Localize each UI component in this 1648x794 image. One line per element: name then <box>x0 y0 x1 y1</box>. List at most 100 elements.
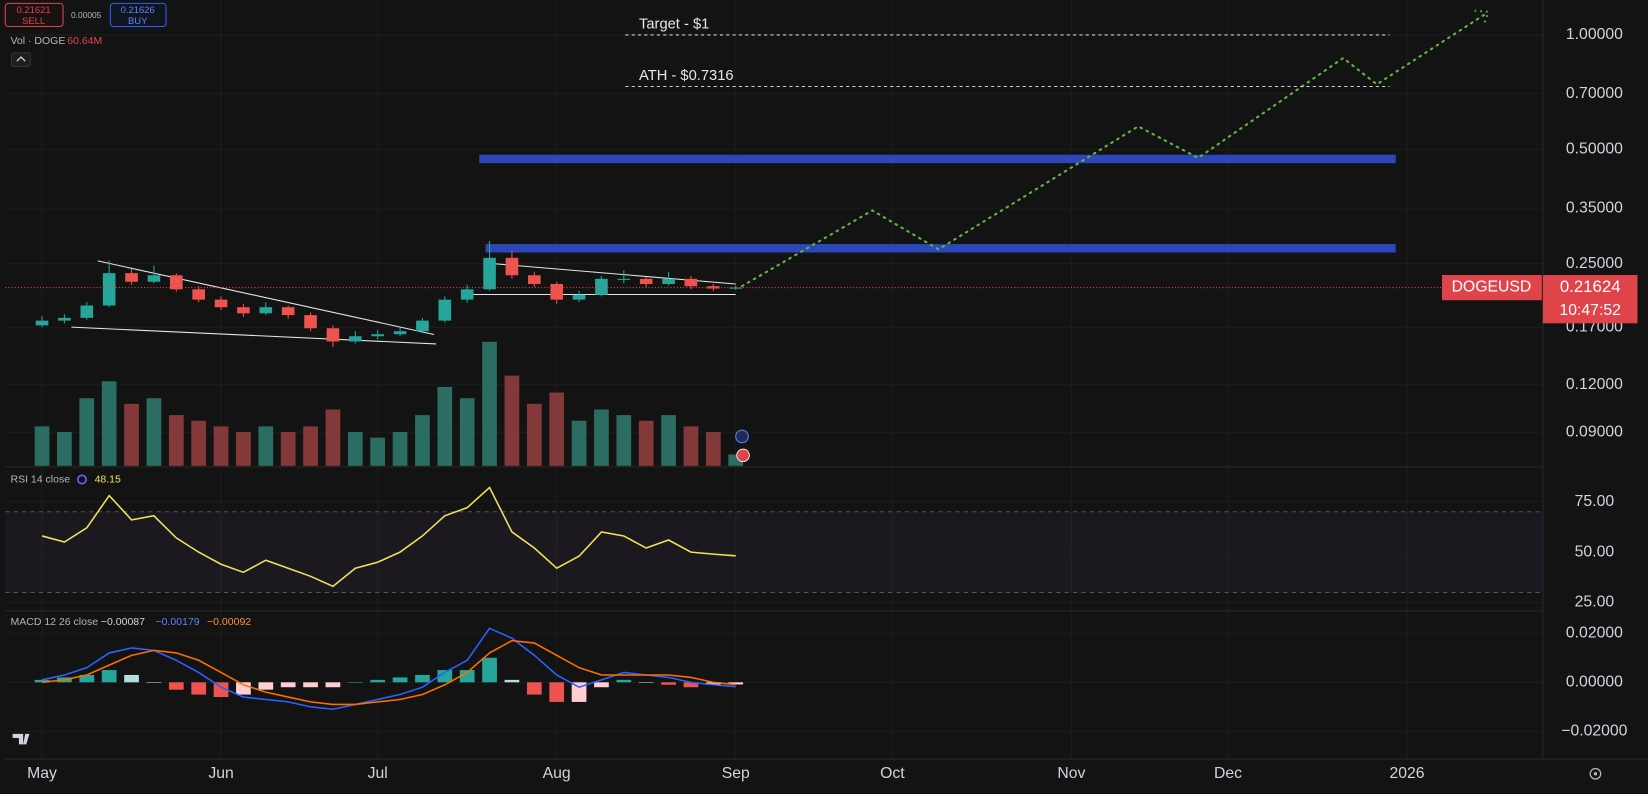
macd-value: −0.00179 <box>156 616 200 628</box>
macd-histogram-bar <box>101 670 117 683</box>
sell-price: 0.21621 <box>17 5 51 16</box>
candle-body <box>416 320 429 332</box>
marks-layer: May Jun Jul Aug Sep Oct Nov Dec 2026 1.00000 0.700… <box>5 16 1638 782</box>
volume-bar <box>661 415 676 466</box>
volume-bar <box>191 420 207 466</box>
candle-body <box>460 289 474 300</box>
volume-bar <box>34 426 50 466</box>
volume-bar <box>549 392 565 466</box>
macd-histogram-bar <box>482 657 497 683</box>
y-tick-label: 0.09000 <box>1566 423 1623 440</box>
macd-histogram-bar <box>370 679 386 683</box>
spread: 0.00005 <box>71 10 102 20</box>
x-tick-label: Jul <box>368 765 388 782</box>
candle-body <box>80 305 94 318</box>
y-tick-label: 0.70000 <box>1566 85 1623 102</box>
volume-legend: Vol · DOGE <box>11 35 66 47</box>
x-tick-label: Oct <box>880 765 905 782</box>
y-tick-label: 0.35000 <box>1566 199 1623 216</box>
volume-bar <box>616 415 632 466</box>
volume-bar <box>504 375 520 466</box>
volume-bar <box>258 426 274 466</box>
candle-body <box>662 278 675 284</box>
volume-bar <box>146 398 162 466</box>
countdown-label: 10:47:52 <box>1560 302 1621 319</box>
candle-body <box>214 299 228 308</box>
volume-bar <box>594 409 609 466</box>
macd-histogram-bar <box>415 674 430 683</box>
x-tick-label: Dec <box>1214 765 1242 782</box>
rsi-icon <box>76 474 87 485</box>
macd-histogram-bar <box>705 682 721 685</box>
logo <box>12 733 30 745</box>
y-tick-label: 75.00 <box>1575 493 1615 510</box>
price-tag <box>1542 274 1638 324</box>
signal-value: −0.00092 <box>207 616 251 628</box>
volume-bar <box>459 398 475 466</box>
macd-histogram-bar <box>124 674 139 683</box>
x-tick-label: May <box>27 765 57 782</box>
candle-body <box>147 275 161 282</box>
volume-bar <box>482 341 497 466</box>
rsi-line <box>41 486 736 588</box>
candle-body <box>169 275 183 290</box>
symbol-tag <box>1442 274 1542 301</box>
sell-button[interactable] <box>4 2 64 28</box>
candle-body <box>35 320 49 326</box>
candle-body <box>550 283 564 300</box>
macd-histogram-bar <box>280 682 296 688</box>
macd-histogram-bar <box>34 679 50 683</box>
symbol-label: DOGEUSD <box>1452 279 1532 296</box>
candle-body <box>639 278 653 284</box>
volume-bar <box>638 420 654 466</box>
candle-body <box>528 275 541 284</box>
grid-layer <box>5 0 1543 760</box>
volume-bar <box>347 432 363 466</box>
x-tick-label: Sep <box>722 765 750 782</box>
candle-body <box>58 317 71 321</box>
resistance-zone <box>485 244 1396 253</box>
resistance-zone <box>479 154 1396 164</box>
macd-histogram-bar <box>459 670 475 683</box>
y-tick-label: 0.25000 <box>1566 255 1623 272</box>
candle-body <box>281 307 295 316</box>
buy-button[interactable] <box>109 2 167 28</box>
macd-histogram-bar <box>661 682 676 685</box>
volume-bar <box>124 403 139 466</box>
settings-button[interactable] <box>1589 767 1602 780</box>
settings-icon <box>1593 772 1598 776</box>
y-tick-label: −0.02000 <box>1561 723 1627 740</box>
macd-histogram-bar <box>437 670 453 683</box>
event-icon[interactable] <box>735 429 749 444</box>
collapse-button[interactable] <box>11 52 32 67</box>
signal-line <box>41 639 736 706</box>
buy-label: BUY <box>128 16 148 27</box>
candle-body <box>483 257 496 290</box>
volume-bar <box>571 420 587 466</box>
level-label: Target - $1 <box>639 16 709 32</box>
event-icon[interactable] <box>736 448 750 463</box>
volume-bar <box>437 386 453 466</box>
projection-path <box>740 11 1489 288</box>
y-tick-label: 50.00 <box>1575 543 1615 560</box>
macd-histogram-bar <box>504 679 520 683</box>
macd-histogram-bar <box>616 679 632 683</box>
volume-value: 60.64M <box>67 35 102 47</box>
macd-histogram-bar <box>213 682 229 698</box>
rsi-legend: RSI 14 close <box>11 473 71 485</box>
candle-body <box>371 334 384 337</box>
volume-bar <box>57 432 72 466</box>
price-label: 0.21624 <box>1560 277 1621 296</box>
candle-body <box>505 257 519 276</box>
macd-histogram-bar <box>258 682 274 690</box>
macd-histogram-bar <box>549 682 565 702</box>
buy-price: 0.21626 <box>121 5 155 16</box>
candle-body <box>438 299 452 321</box>
candle-body <box>684 278 698 287</box>
volume-bar <box>370 437 386 466</box>
y-tick-label: 25.00 <box>1575 594 1615 611</box>
chevron-icon <box>16 56 26 62</box>
